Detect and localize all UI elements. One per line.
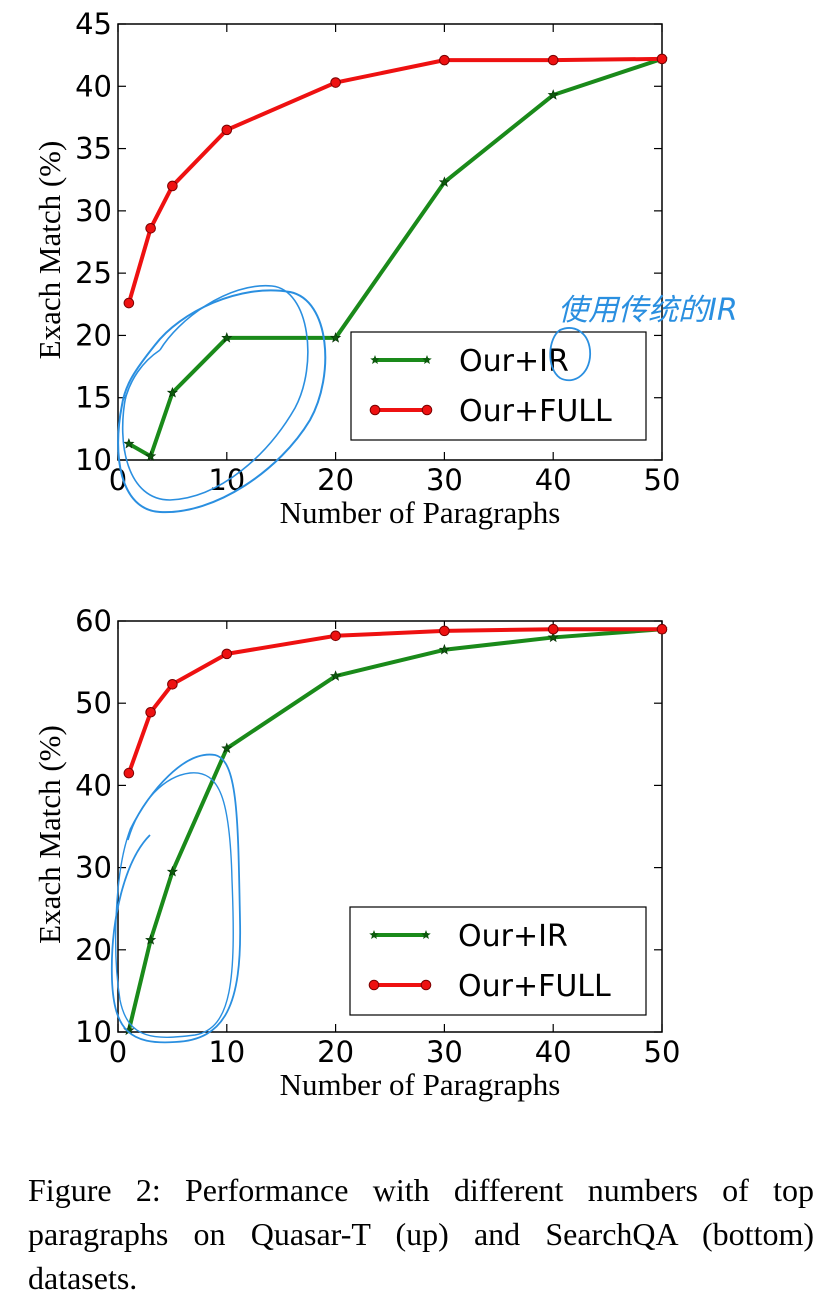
legend-label: Our+IR xyxy=(459,344,569,379)
data-point xyxy=(166,865,178,877)
y-tick-label: 20 xyxy=(75,318,112,352)
y-tick-label: 40 xyxy=(75,768,112,802)
legend-marker xyxy=(420,979,432,991)
y-tick-label: 30 xyxy=(75,851,112,885)
data-point xyxy=(221,124,233,136)
data-point xyxy=(547,623,559,635)
x-tick-label: 20 xyxy=(317,463,354,497)
legend: Our+IR Our+FULL xyxy=(350,331,647,441)
data-point xyxy=(330,630,341,642)
y-tick-label: 40 xyxy=(75,69,112,103)
x-tick-label: 10 xyxy=(208,463,245,497)
legend-marker xyxy=(421,404,433,416)
series-line xyxy=(126,627,663,1031)
y-tick-label: 35 xyxy=(75,132,112,166)
data-point xyxy=(221,332,233,343)
legend-marker xyxy=(369,930,379,940)
data-point xyxy=(547,54,559,66)
data-point xyxy=(123,297,135,309)
legend: Our+IR Our+FULL xyxy=(349,906,647,1016)
data-point xyxy=(330,77,341,88)
y-tick-label: 10 xyxy=(75,1015,112,1049)
ink-loop-bottom-2 xyxy=(114,772,234,1038)
legend-label: Our+FULL xyxy=(459,394,612,429)
ink-circle-legend xyxy=(549,327,591,381)
data-point xyxy=(167,678,178,690)
data-point xyxy=(221,648,233,660)
x-tick-label: 50 xyxy=(644,463,681,497)
x-axis-label: Number of Paragraphs xyxy=(280,1067,561,1102)
series-line xyxy=(126,56,663,304)
data-point xyxy=(123,437,135,449)
ink-ellipse-top-1 xyxy=(117,289,327,514)
series-line xyxy=(126,627,662,774)
plot-frame xyxy=(117,23,663,461)
ink-loop-bottom-1 xyxy=(110,753,242,1044)
legend-label: Our+FULL xyxy=(458,969,611,1004)
x-tick-label: 0 xyxy=(109,463,127,497)
legend-marker xyxy=(369,404,381,416)
data-point xyxy=(145,450,157,462)
y-tick-label: 10 xyxy=(75,443,112,477)
x-tick-label: 50 xyxy=(644,1035,681,1069)
figure-caption: Figure 2: Performance with different num… xyxy=(28,1172,814,1296)
y-tick-label: 30 xyxy=(75,194,112,228)
data-point xyxy=(439,625,450,637)
legend-marker xyxy=(370,355,380,365)
x-axis-label: Number of Paragraphs xyxy=(280,495,561,530)
y-tick-label: 60 xyxy=(75,604,112,638)
data-point xyxy=(145,934,157,945)
legend-box xyxy=(349,906,647,1016)
legend-marker xyxy=(368,979,380,991)
x-tick-label: 30 xyxy=(426,1035,463,1069)
y-tick-label: 15 xyxy=(75,381,112,415)
x-tick-label: 40 xyxy=(535,463,572,497)
legend-marker xyxy=(421,930,431,940)
handwritten-note: 使用传统的IR xyxy=(558,293,738,328)
data-point xyxy=(145,706,156,718)
data-point xyxy=(330,332,342,343)
data-point xyxy=(439,54,450,66)
data-point xyxy=(438,176,450,187)
y-tick-label: 50 xyxy=(75,686,112,720)
y-tick-label: 20 xyxy=(75,933,112,967)
y-axis-label: Exach Match (%) xyxy=(32,141,67,360)
y-axis-label: Exach Match (%) xyxy=(32,725,67,944)
data-point xyxy=(167,180,178,192)
x-tick-label: 10 xyxy=(208,1035,245,1069)
y-tick-label: 45 xyxy=(75,7,112,41)
plot-frame xyxy=(117,620,663,1033)
legend-label: Our+IR xyxy=(458,919,568,954)
series-line xyxy=(127,56,663,459)
data-point xyxy=(123,767,135,779)
data-point xyxy=(656,623,668,635)
data-point xyxy=(221,742,233,754)
legend-marker xyxy=(422,355,432,365)
data-point xyxy=(166,386,178,398)
data-point xyxy=(547,631,559,643)
data-point xyxy=(145,222,156,234)
x-tick-label: 30 xyxy=(426,463,463,497)
ink-stroke-top-3 xyxy=(124,349,161,401)
data-point xyxy=(330,670,342,681)
data-point xyxy=(547,89,559,100)
data-point xyxy=(438,643,450,655)
legend-box xyxy=(350,331,647,441)
y-tick-label: 25 xyxy=(75,256,112,290)
handwritten-annotations xyxy=(110,285,591,1044)
data-point xyxy=(656,53,668,65)
x-tick-label: 0 xyxy=(109,1035,127,1069)
ink-ellipse-top-2 xyxy=(121,285,309,501)
x-tick-label: 20 xyxy=(317,1035,354,1069)
x-tick-label: 40 xyxy=(535,1035,572,1069)
